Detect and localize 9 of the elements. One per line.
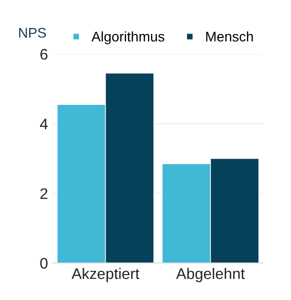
y-tick-label: 2 (40, 188, 48, 199)
y-tick-label: 4 (40, 118, 48, 130)
x-tick-label: Abgelehnt (176, 268, 245, 282)
legend-label: Mensch (206, 31, 253, 42)
y-tick-label: 6 (40, 48, 48, 60)
y-axis-title: NPS (19, 28, 46, 38)
y-tick-label: 0 (40, 258, 48, 269)
legend-label: Algorithmus (91, 31, 164, 44)
x-tick-label: Akzeptiert (72, 268, 140, 282)
